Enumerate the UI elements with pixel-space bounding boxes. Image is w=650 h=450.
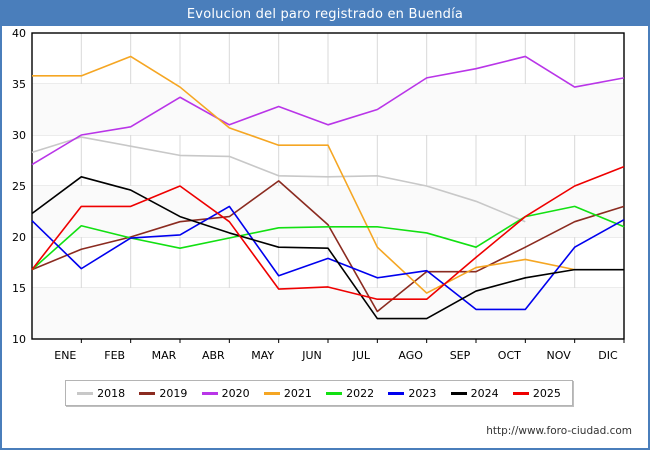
plot-band: [32, 288, 624, 339]
chart-plot-area: 10 15 20 25 30 35 40 ENE FEB MAR ABR MAY JUN JUL AGO SE…: [2, 26, 648, 450]
legend-item-2022[interactable]: 2022: [326, 387, 374, 400]
legend-swatch-icon: [263, 391, 280, 395]
x-tick-label: JUL: [352, 349, 371, 362]
chart-legend: 2018 2019 2020 2021 2022 2023 2024 2025: [65, 380, 573, 406]
legend-item-2021[interactable]: 2021: [263, 386, 312, 400]
plot-frame: [31, 32, 625, 340]
legend-swatch-icon: [77, 391, 94, 395]
legend-label: 2019: [159, 386, 188, 400]
y-tick-label: 15: [12, 282, 26, 295]
x-tick-label: SEP: [450, 349, 471, 362]
x-tick-label: AGO: [398, 349, 423, 362]
legend-item-2025[interactable]: 2025: [512, 386, 561, 400]
x-tick-label: DIC: [598, 349, 618, 362]
legend-item-2023[interactable]: 2023: [388, 387, 436, 400]
legend-item-2019[interactable]: 2019: [139, 387, 187, 400]
plot-band: [32, 84, 624, 135]
legend-swatch-icon: [450, 391, 467, 395]
line-chart-svg: 10 15 20 25 30 35 40 ENE FEB MAR ABR MAY JUN JUL AGO SE…: [12, 27, 625, 362]
y-tick-label: 25: [12, 180, 26, 193]
footer-url: http://www.foro-ciudad.com: [486, 425, 632, 437]
page-title: Evolucion del paro registrado en Buendía: [186, 6, 464, 22]
series-line-2019: [31, 180, 625, 313]
legend-swatch-icon: [388, 391, 405, 395]
legend-swatch-icon: [139, 391, 156, 395]
x-tick-label: OCT: [498, 349, 521, 362]
legend-swatch-icon: [512, 391, 529, 395]
series-line-2024: [31, 176, 624, 320]
legend-swatch-icon: [326, 391, 343, 395]
legend-label: 2025: [532, 386, 561, 400]
x-tick-label: FEB: [104, 349, 125, 362]
window-title-bar: Evolucion del paro registrado en Buendía: [2, 2, 648, 26]
series-line-2023: [31, 205, 625, 311]
legend-label: 2022: [346, 386, 375, 400]
series-line-2018: [31, 136, 526, 223]
y-tick-label: 10: [12, 333, 26, 346]
y-tick-label: 30: [12, 129, 26, 142]
legend-label: 2021: [283, 386, 312, 400]
legend-swatch-icon: [201, 391, 218, 395]
legend-label: 2020: [221, 386, 250, 400]
x-tick-label: MAR: [152, 349, 177, 362]
plot-band: [32, 186, 624, 237]
legend-label: 2018: [97, 386, 126, 400]
axis-layer: [31, 32, 625, 343]
x-tick-label: NOV: [547, 349, 572, 362]
x-tick-label: MAY: [251, 349, 274, 362]
series-layer: [31, 55, 625, 320]
series-line-2021: [32, 55, 575, 294]
legend-label: 2023: [408, 386, 437, 400]
y-tick-label: 40: [12, 27, 26, 40]
y-tick-label: 35: [12, 78, 26, 91]
legend-item-2020[interactable]: 2020: [201, 386, 250, 400]
legend-item-2024[interactable]: 2024: [450, 386, 499, 400]
series-line-2020: [31, 55, 625, 166]
series-line-2025: [31, 165, 625, 301]
x-tick-label: ENE: [54, 349, 76, 362]
legend-item-2018[interactable]: 2018: [77, 387, 125, 400]
x-tick-label: ABR: [202, 349, 225, 362]
band-layer: [32, 84, 624, 339]
tick-label-layer: 10 15 20 25 30 35 40 ENE FEB MAR ABR MAY JUN JUL AGO SE…: [12, 27, 618, 362]
x-tick-label: JUN: [301, 349, 322, 362]
y-tick-label: 20: [12, 231, 26, 244]
legend-label: 2024: [470, 386, 499, 400]
